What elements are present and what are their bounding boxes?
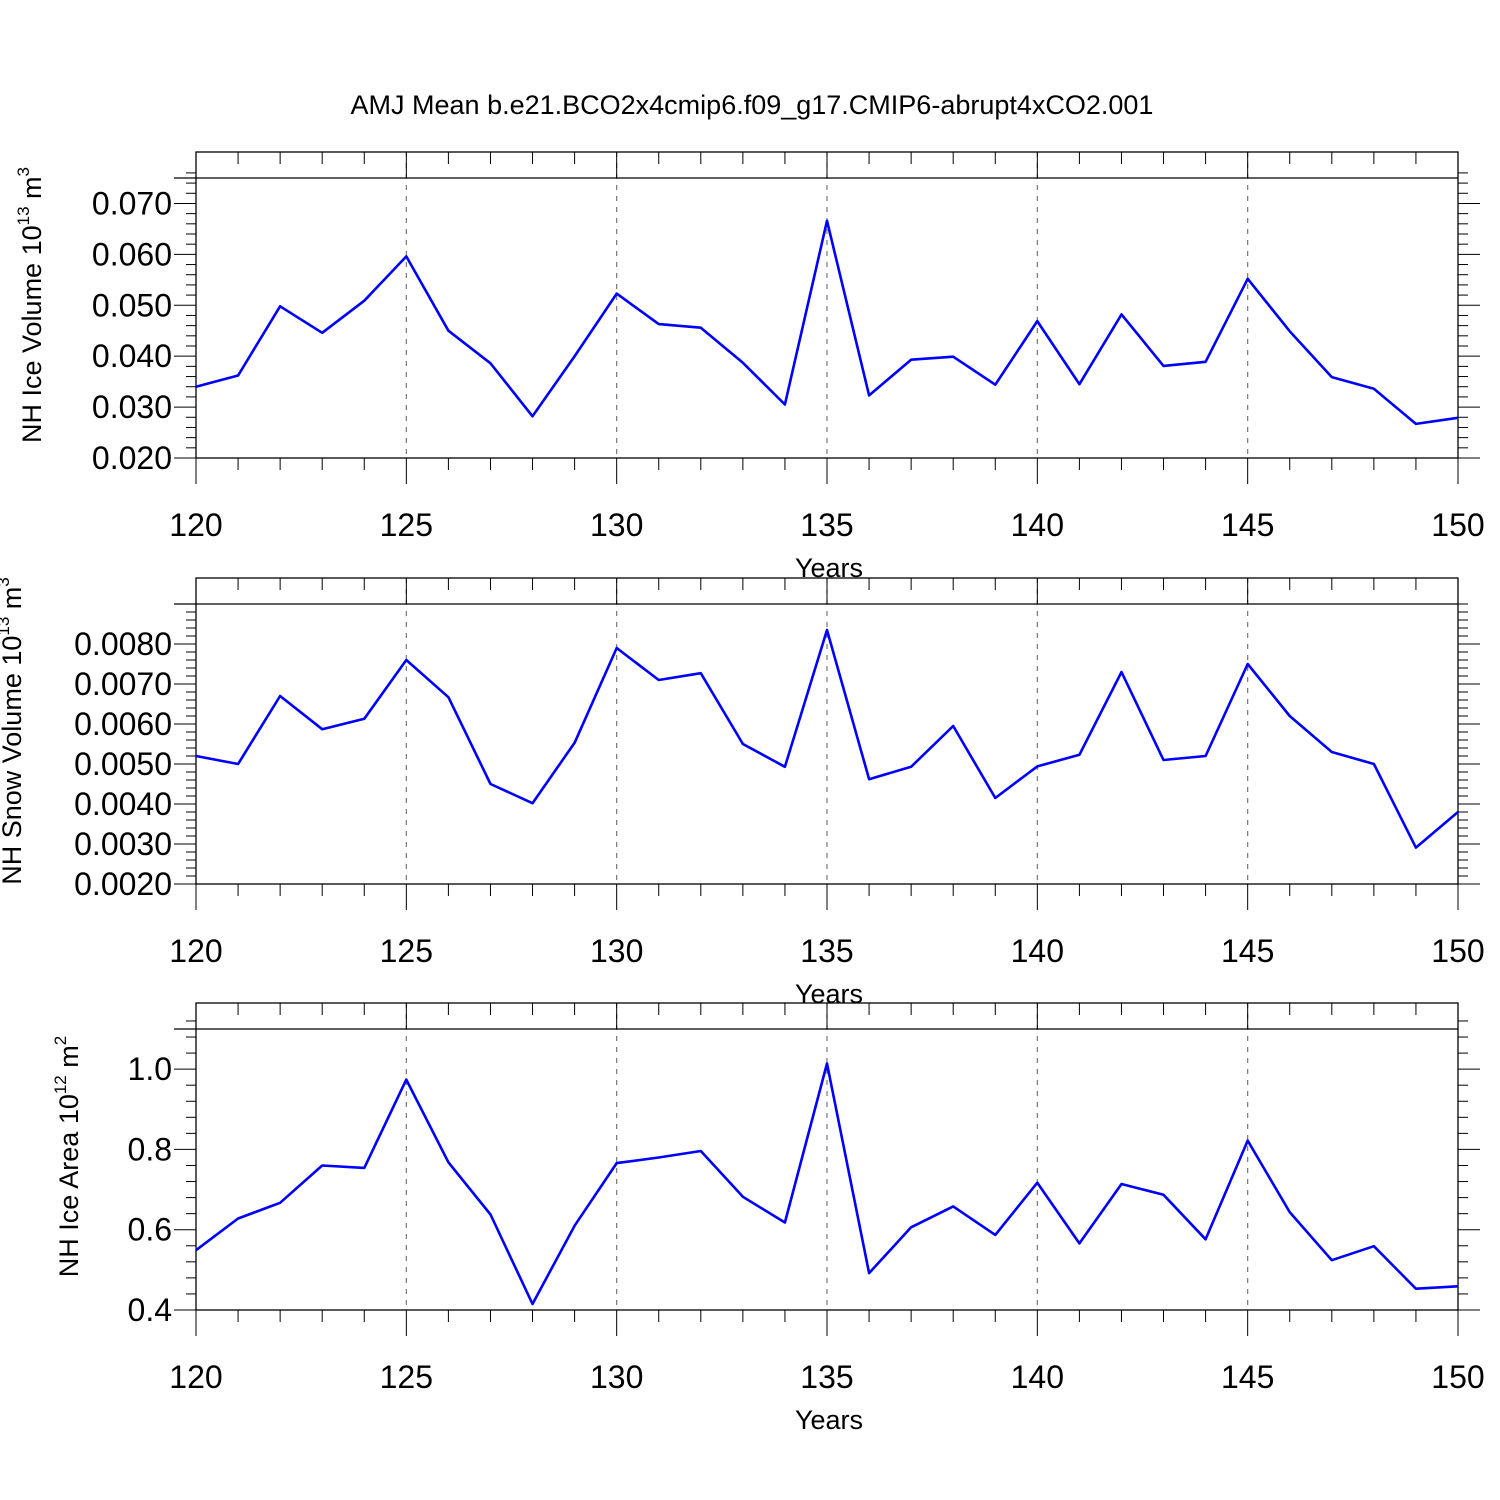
y-axis-label-unit-exponent: 2 — [51, 1036, 70, 1045]
y-tick-label: 0.0030 — [74, 826, 172, 862]
x-tick-label: 140 — [1011, 507, 1064, 543]
y-tick-label: 0.070 — [92, 185, 172, 221]
y-axis-label: NH Snow Volume 1013 m3 — [0, 577, 27, 885]
x-axis-label: Years — [795, 1405, 863, 1435]
panel-1: 120 125 130 135 140 145 150 0.020 0.030 0.040 0.05… — [14, 151, 1485, 583]
x-tick-label: 135 — [800, 933, 853, 969]
y-axis-label-text: NH Ice Volume 10 — [17, 225, 47, 443]
y-tick-label: 1.0 — [128, 1051, 172, 1087]
x-tick-label: 150 — [1431, 507, 1484, 543]
x-tick-label: 120 — [169, 507, 222, 543]
y-tick-label: 0.0080 — [74, 626, 172, 662]
y-tick-label: 0.040 — [92, 338, 172, 374]
panel-3: 120 125 130 135 140 145 150 0.4 0.6 0.8 1.0 Years NH… — [51, 1002, 1485, 1435]
panel-2: 120 125 130 135 140 145 150 0.0020 0.0030 0.0040 0… — [0, 577, 1485, 1009]
y-axis-label-unit: m — [54, 1045, 84, 1075]
y-tick-label: 0.050 — [92, 287, 172, 323]
x-tick-label: 150 — [1431, 1359, 1484, 1395]
x-tick-label: 140 — [1011, 933, 1064, 969]
y-axis-label: NH Ice Volume 1013 m3 — [14, 167, 47, 443]
y-tick-label: 0.020 — [92, 440, 172, 476]
x-tick-label: 120 — [169, 1359, 222, 1395]
y-axis-label: NH Ice Area 1012 m2 — [51, 1036, 84, 1277]
x-tick-label: 130 — [590, 507, 643, 543]
x-tick-label: 140 — [1011, 1359, 1064, 1395]
y-tick-label: 0.0060 — [74, 706, 172, 742]
series-line — [195, 219, 1459, 426]
y-tick-label: 0.8 — [128, 1131, 172, 1167]
y-tick-label: 0.030 — [92, 389, 172, 425]
y-axis-label-unit: m — [17, 176, 47, 206]
x-tick-label: 125 — [380, 1359, 433, 1395]
x-tick-label: 145 — [1221, 933, 1274, 969]
y-tick-label: 0.6 — [128, 1212, 172, 1248]
y-tick-label: 0.060 — [92, 236, 172, 272]
x-tick-label: 135 — [800, 507, 853, 543]
figure-title: AMJ Mean b.e21.BCO2x4cmip6.f09_g17.CMIP6… — [351, 90, 1154, 120]
y-axis-label-text: NH Snow Volume 10 — [0, 636, 27, 885]
y-axis-label-unit: m — [0, 587, 27, 617]
y-tick-label: 0.0050 — [74, 746, 172, 782]
x-tick-label: 145 — [1221, 507, 1274, 543]
x-tick-label: 145 — [1221, 1359, 1274, 1395]
x-tick-label: 150 — [1431, 933, 1484, 969]
x-tick-label: 120 — [169, 933, 222, 969]
x-tick-label: 125 — [380, 933, 433, 969]
x-axis-label: Years — [795, 979, 863, 1009]
y-tick-label: 0.0040 — [74, 786, 172, 822]
series-line — [195, 1062, 1459, 1306]
y-tick-label: 0.0020 — [74, 866, 172, 902]
y-axis-label-exponent: 13 — [14, 206, 33, 225]
x-tick-label: 130 — [590, 1359, 643, 1395]
x-tick-label: 130 — [590, 933, 643, 969]
y-tick-label: 0.4 — [128, 1292, 172, 1328]
x-tick-label: 135 — [800, 1359, 853, 1395]
y-axis-label-exponent: 13 — [0, 617, 13, 636]
x-tick-label: 125 — [380, 507, 433, 543]
y-axis-label-unit-exponent: 3 — [14, 167, 33, 176]
y-axis-label-text: NH Ice Area 10 — [54, 1094, 84, 1277]
y-axis-label-unit-exponent: 3 — [0, 577, 13, 586]
series-line — [195, 628, 1459, 849]
y-axis-label-exponent: 12 — [51, 1075, 70, 1094]
y-tick-label: 0.0070 — [74, 666, 172, 702]
